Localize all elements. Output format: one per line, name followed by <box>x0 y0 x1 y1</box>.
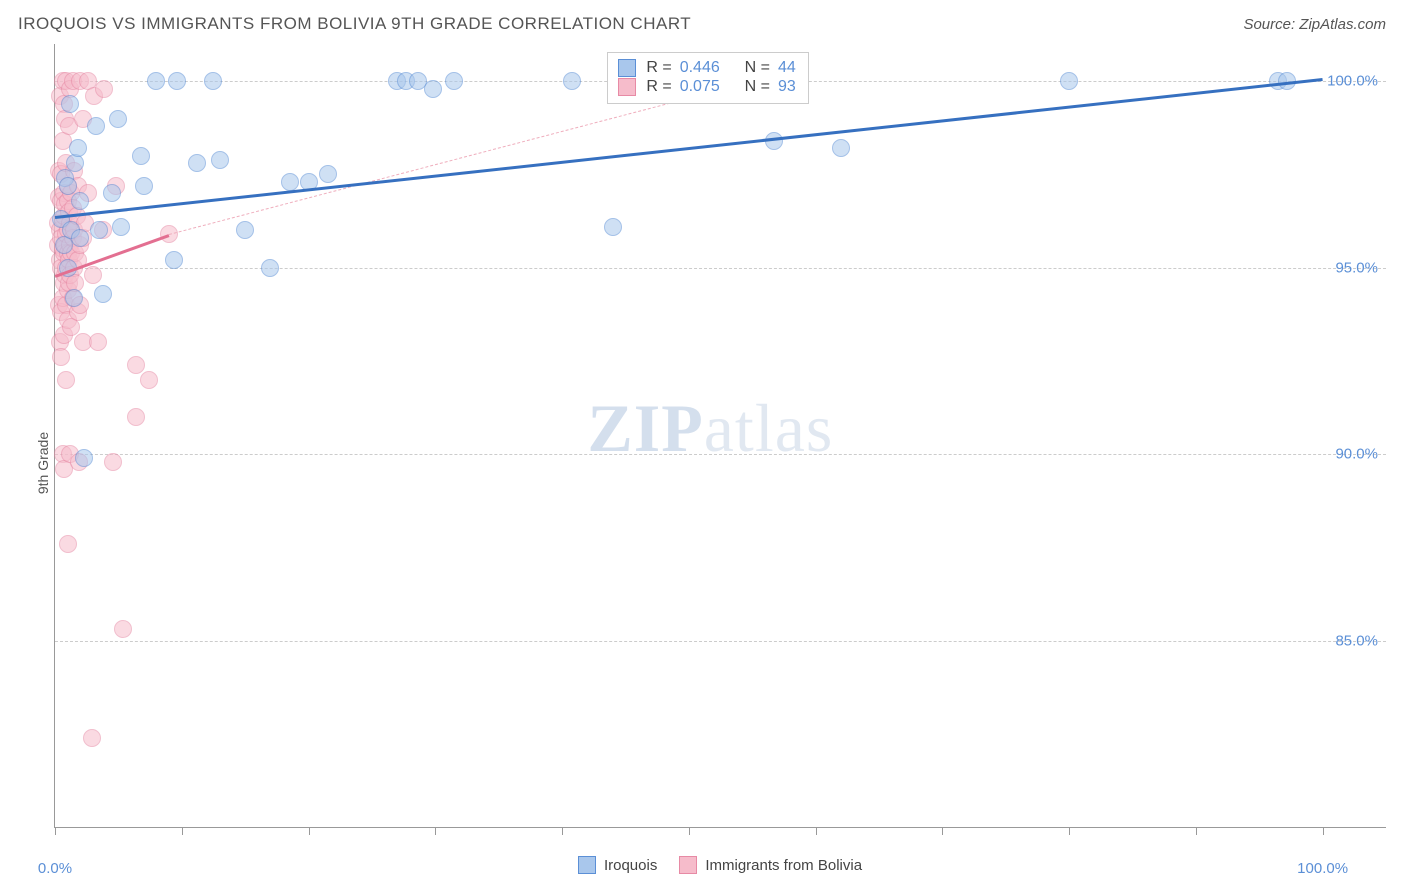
x-tick <box>1196 827 1197 835</box>
x-tick <box>562 827 563 835</box>
data-point <box>103 184 121 202</box>
data-point <box>135 177 153 195</box>
data-point <box>114 620 132 638</box>
data-point <box>261 259 279 277</box>
data-point <box>127 408 145 426</box>
chart-title: IROQUOIS VS IMMIGRANTS FROM BOLIVIA 9TH … <box>18 14 691 34</box>
x-tick <box>689 827 690 835</box>
data-point <box>165 251 183 269</box>
data-point <box>61 95 79 113</box>
data-point <box>127 356 145 374</box>
legend-item: Immigrants from Bolivia <box>679 856 862 874</box>
data-point <box>75 449 93 467</box>
x-tick <box>1323 827 1324 835</box>
gridline <box>55 641 1386 642</box>
data-point <box>59 177 77 195</box>
x-tick <box>309 827 310 835</box>
plot-area: ZIPatlas 85.0%90.0%95.0%100.0%0.0%100.0%… <box>54 44 1386 828</box>
data-point <box>832 139 850 157</box>
data-point <box>188 154 206 172</box>
data-point <box>281 173 299 191</box>
data-point <box>84 266 102 284</box>
x-tick <box>816 827 817 835</box>
data-point <box>83 729 101 747</box>
data-point <box>89 333 107 351</box>
data-point <box>204 72 222 90</box>
data-point <box>168 72 186 90</box>
gridline <box>55 268 1386 269</box>
data-point <box>132 147 150 165</box>
x-tick <box>55 827 56 835</box>
data-point <box>236 221 254 239</box>
legend: Iroquois Immigrants from Bolivia <box>54 856 1386 874</box>
x-tick <box>942 827 943 835</box>
data-point <box>1060 72 1078 90</box>
data-point <box>147 72 165 90</box>
y-tick-label: 90.0% <box>1335 446 1378 463</box>
legend-item: Iroquois <box>578 856 657 874</box>
data-point <box>109 110 127 128</box>
data-point <box>112 218 130 236</box>
y-tick-label: 85.0% <box>1335 632 1378 649</box>
data-point <box>563 72 581 90</box>
data-point <box>94 285 112 303</box>
data-point <box>319 165 337 183</box>
data-point <box>604 218 622 236</box>
legend-label: Iroquois <box>604 857 657 874</box>
trend-line-dashed <box>169 81 752 235</box>
x-tick <box>182 827 183 835</box>
data-point <box>424 80 442 98</box>
chart-container: 9th Grade ZIPatlas 85.0% 90.0% 95.0% 100.0%… <box>18 44 1386 882</box>
stats-row: R = 0.075 N = 93 <box>618 78 795 96</box>
legend-swatch <box>679 856 697 874</box>
data-point <box>52 348 70 366</box>
data-point <box>71 192 89 210</box>
legend-swatch <box>578 856 596 874</box>
data-point <box>65 289 83 307</box>
data-point <box>445 72 463 90</box>
stats-row: R = 0.446 N = 44 <box>618 59 795 77</box>
data-point <box>104 453 122 471</box>
legend-swatch <box>618 59 636 77</box>
data-point <box>57 371 75 389</box>
data-point <box>95 80 113 98</box>
y-tick-label: 95.0% <box>1335 259 1378 276</box>
y-axis-label: 9th Grade <box>35 432 51 494</box>
y-tick-label: 100.0% <box>1327 73 1378 90</box>
data-point <box>211 151 229 169</box>
data-point <box>87 117 105 135</box>
data-point <box>71 229 89 247</box>
chart-source: Source: ZipAtlas.com <box>1243 16 1386 33</box>
data-point <box>69 139 87 157</box>
legend-label: Immigrants from Bolivia <box>705 857 862 874</box>
watermark: ZIPatlas <box>587 389 833 468</box>
x-tick <box>1069 827 1070 835</box>
stats-box: R = 0.446 N = 44R = 0.075 N = 93 <box>607 52 808 104</box>
data-point <box>59 535 77 553</box>
legend-swatch <box>618 78 636 96</box>
gridline <box>55 454 1386 455</box>
data-point <box>90 221 108 239</box>
data-point <box>140 371 158 389</box>
x-tick <box>435 827 436 835</box>
